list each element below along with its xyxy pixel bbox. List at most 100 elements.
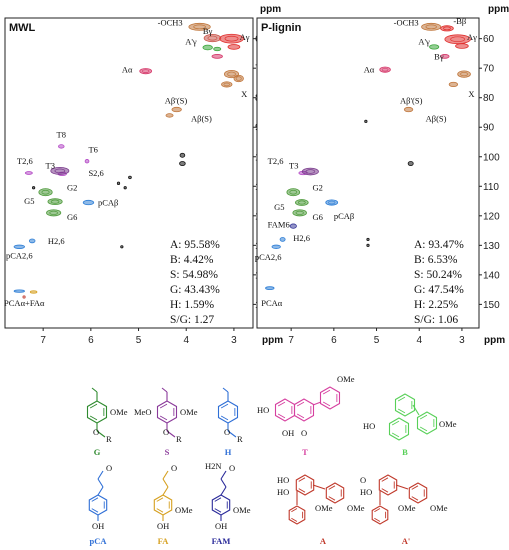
peak-p-lignin-7 — [457, 70, 471, 78]
ring-c-9 — [371, 505, 389, 525]
nmr-panel-mwl: 7654360708090100110120130140150ppmppmMWL… — [4, 4, 283, 346]
sub-3-1: OH — [282, 428, 294, 438]
peak-mwl-19 — [47, 198, 63, 205]
peak-label-p-lignin-5: Aα — [364, 65, 375, 75]
peak-contour-mwl-2 — [224, 35, 239, 42]
r-bond-2 — [227, 430, 237, 438]
x-tick-label-mwl-2: 5 — [136, 335, 142, 346]
peak-label-mwl-7: Aβ(S) — [191, 113, 212, 123]
structure-label-5: pCA — [89, 536, 107, 546]
ring-b-9-bond-1 — [411, 496, 419, 501]
peak-label-p-lignin-14: FAM6 — [268, 220, 290, 230]
ring-8 — [295, 474, 315, 496]
y-axis-label-mwl: ppm — [260, 4, 281, 15]
y-tick-label-p-lignin-1: 70 — [483, 64, 495, 75]
y-tick-label-p-lignin-8: 140 — [483, 270, 500, 281]
peak-p-lignin-4 — [429, 44, 440, 50]
peak-label-p-lignin-6: X — [468, 89, 474, 99]
peak-mwl-20 — [46, 209, 62, 217]
ring-1-bond-0 — [159, 403, 168, 409]
y-tick-label-p-lignin-9: 150 — [483, 300, 500, 311]
peak-label-mwl-5: X — [241, 89, 247, 99]
structure-t: HO OH O OMe T — [257, 374, 355, 457]
peak-label-mwl-19: PCAα+FAα — [4, 298, 45, 308]
peak-mwl-5 — [213, 46, 222, 52]
side-chain2-0 — [91, 387, 98, 393]
peak-mwl-7 — [139, 68, 153, 75]
peak-mwl-12 — [165, 113, 174, 118]
y-tick-label-p-lignin-4: 100 — [483, 152, 500, 163]
peak-mwl-29 — [128, 175, 132, 180]
ring-4 — [394, 393, 416, 417]
y-axis-label-p-lignin: ppm — [488, 4, 509, 15]
o-atom-0: O — [93, 427, 99, 437]
peak-mwl-23 — [13, 244, 25, 249]
peak-contour-mwl-8 — [227, 71, 236, 77]
ring-4-bond-1 — [397, 408, 406, 414]
ring-b-8-bond-0 — [328, 485, 336, 490]
y-tick-label-p-lignin-7: 130 — [483, 241, 500, 252]
chain-a-7 — [220, 486, 227, 496]
stat-line-mwl-3: G: 43.43% — [170, 284, 220, 296]
sub-7-3: OH — [215, 521, 227, 531]
peak-label-p-lignin-1: -Bβ — [453, 16, 466, 26]
peak-p-lignin-21 — [364, 119, 368, 123]
peak-p-lignin-17 — [279, 237, 286, 242]
peak-mwl-33 — [120, 245, 124, 249]
peak-label-p-lignin-8: Aβ(S) — [426, 113, 447, 123]
peak-p-lignin-8 — [448, 81, 459, 88]
peak-p-lignin-16 — [289, 223, 297, 229]
x-tick-label-mwl-0: 7 — [40, 335, 46, 346]
ring-c-8-bond-1 — [291, 517, 298, 522]
peak-mwl-13 — [58, 144, 65, 149]
ring-c-8-bond-0 — [291, 508, 298, 513]
peak-label-mwl-1: Bγ — [203, 26, 213, 36]
peak-contour-p-lignin-2 — [450, 36, 466, 43]
structure-label-7: FAM — [212, 536, 231, 546]
sub-7-1: O — [229, 463, 235, 473]
ring-b-9-bond-0 — [411, 485, 419, 490]
ring-c-3 — [319, 386, 341, 410]
ring-b-8-bond-1 — [328, 496, 336, 501]
sub-4-1: OMe — [439, 419, 457, 429]
sub-9-1: HO — [360, 487, 372, 497]
peak-p-lignin-2 — [444, 34, 471, 45]
peak-mwl-0 — [188, 22, 211, 31]
peak-p-lignin-18 — [271, 244, 281, 249]
nmr-panel-p-lignin: 7 6 5 4 3 60 70 80 90 100 110 120 130 140 150 ppm ppm P-l… — [255, 4, 509, 346]
peak-contour-mwl-19 — [50, 199, 60, 204]
peak-label-p-lignin-3: A'γ — [418, 37, 430, 47]
ring-2-bond-0 — [220, 403, 229, 409]
ring-4-bond-0 — [397, 396, 406, 402]
stat-line-mwl-2: S: 54.98% — [170, 269, 218, 281]
link2-8 — [312, 484, 326, 490]
peak-label-mwl-11: T3 — [46, 161, 55, 171]
peak-p-lignin-9 — [403, 106, 414, 113]
ring-c-3-bond-1 — [322, 401, 331, 407]
y-tick-label-p-lignin-3: 90 — [483, 123, 495, 134]
peak-contour-mwl-10 — [235, 76, 242, 81]
peak-contour-mwl-7 — [142, 69, 150, 73]
peak-mwl-3 — [227, 44, 241, 50]
structure-label-9: A' — [402, 536, 411, 546]
ring-b-4 — [388, 417, 410, 441]
peak-p-lignin-14 — [292, 209, 307, 217]
peak-label-p-lignin-17: pCA2,6 — [255, 252, 282, 262]
peak-mwl-28 — [179, 161, 186, 167]
side-chain2-1 — [161, 387, 168, 393]
side-chain2-2 — [222, 387, 229, 393]
sub-9-2: OMe — [398, 503, 416, 513]
peak-mwl-27 — [179, 152, 186, 158]
peak-label-mwl-12: S2,6 — [88, 168, 103, 178]
o-atom-2: O — [224, 427, 230, 437]
stat-line-p-lignin-0: A: 93.47% — [414, 239, 464, 251]
sub-0-1: R — [106, 434, 112, 444]
structure-h: ORH — [217, 387, 243, 457]
chain-a-6 — [162, 486, 169, 496]
ring-8-bond-1 — [298, 488, 306, 493]
peak-p-lignin-12 — [286, 188, 301, 197]
stat-line-p-lignin-4: H: 2.25% — [414, 299, 459, 311]
panel-title-p-lignin: P-lignin — [261, 22, 302, 34]
peak-p-lignin-13 — [295, 199, 309, 206]
